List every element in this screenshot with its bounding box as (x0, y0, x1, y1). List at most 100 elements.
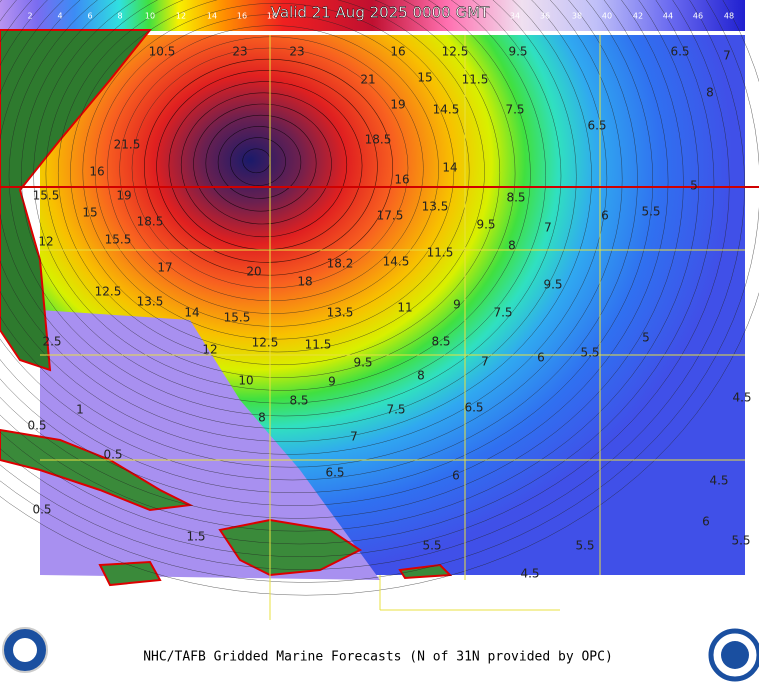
contour-label: 7 (481, 355, 489, 369)
contour-line (107, 25, 439, 314)
contour-line (0, 0, 608, 455)
contour-label: 1 (76, 403, 84, 417)
contour-line (33, 0, 531, 391)
contour-label: 23 (289, 45, 304, 59)
contour-line (0, 0, 653, 493)
contour-label: 7.5 (386, 403, 405, 417)
legend-tick-label: 44 (663, 12, 673, 21)
legend-tick-label: 34 (510, 12, 520, 21)
contours (0, 0, 759, 596)
contour-label: 7 (723, 49, 731, 63)
contour-label: 6.5 (587, 119, 606, 133)
legend-tick-label: 8 (117, 12, 122, 21)
contour-line (0, 0, 638, 481)
contour-label: 18.2 (327, 257, 354, 271)
contour-line (119, 36, 424, 302)
contour-label: 5 (690, 179, 698, 193)
legend-tick-label: 12 (176, 12, 186, 21)
contour-label: 6 (452, 469, 460, 483)
contour-label: 11.5 (305, 338, 332, 352)
legend-tick-label: 48 (724, 12, 734, 21)
contour-label: 19 (116, 189, 131, 203)
land-jamaica (98, 560, 162, 587)
contour-line (156, 70, 378, 263)
legend-tick-label: 10 (145, 12, 155, 21)
contour-label: 10.5 (149, 45, 176, 59)
contour-label: 9 (328, 375, 336, 389)
contour-label: 1.5 (186, 530, 205, 544)
legend-tick-label: 40 (602, 12, 612, 21)
contour-label: 13.5 (422, 200, 449, 214)
legend-tick-label: 46 (693, 12, 703, 21)
contour-label: 4.5 (709, 474, 728, 488)
contour-line (0, 0, 745, 570)
noaa-logo-inner (13, 638, 37, 662)
contour-label: 21.5 (114, 138, 141, 152)
contour-label: 14.5 (383, 255, 410, 269)
legend-tick-label: 38 (572, 12, 582, 21)
contour-label: 12.5 (95, 285, 122, 299)
legend-tick-label: 14 (207, 12, 217, 21)
contour-label: 21 (360, 73, 375, 87)
contour-label: 2.5 (42, 335, 61, 349)
contour-label: 13.5 (327, 306, 354, 320)
contour-label: 23 (232, 45, 247, 59)
contour-label: 15 (417, 71, 432, 85)
contour-line (0, 0, 759, 583)
contour-label: 10 (238, 374, 253, 388)
contour-label: 16 (394, 173, 409, 187)
contour-line (144, 58, 393, 276)
contour-line (70, 0, 485, 353)
contour-label: 14.5 (433, 103, 460, 117)
legend-tick-label: 42 (633, 12, 643, 21)
contour-label: 8 (508, 239, 516, 253)
contour-line (58, 0, 500, 365)
legend-tick-label: 36 (540, 12, 550, 21)
contour-line (0, 0, 623, 468)
contour-label: 14 (442, 161, 457, 175)
land-hispaniola (218, 518, 362, 577)
contour-label: 17.5 (377, 209, 404, 223)
contour-line (0, 0, 715, 545)
contour-line (21, 0, 546, 404)
contour-label: 4.5 (732, 391, 751, 405)
legend-tick-label: 2 (27, 12, 32, 21)
contour-line (0, 0, 669, 506)
contour-label: 7.5 (493, 306, 512, 320)
contour-label: 5.5 (575, 539, 594, 553)
contour-label: 4.5 (520, 567, 539, 581)
contour-label: 11 (397, 301, 412, 315)
contour-label: 8 (706, 86, 714, 100)
contour-label: 11.5 (427, 246, 454, 260)
contour-line (0, 0, 699, 532)
contour-label: 5 (642, 331, 650, 345)
contour-line (205, 114, 317, 212)
contour-label: 12 (202, 343, 217, 357)
land-puerto-rico (398, 563, 453, 580)
contour-line (0, 0, 684, 519)
contour-label: 7.5 (505, 103, 524, 117)
contour-label: 15.5 (224, 311, 251, 325)
contour-label: 16 (390, 45, 405, 59)
contour-label: 15.5 (33, 189, 60, 203)
contour-label: 5.5 (580, 346, 599, 360)
footer: NHC/TAFB Gridded Marine Forecasts (N of … (143, 650, 613, 665)
contour-label: 20 (246, 265, 261, 279)
contour-label: 9.5 (508, 45, 527, 59)
contour-label: 6 (702, 515, 710, 529)
contour-label: 12 (38, 235, 53, 249)
contour-label: 12.5 (252, 336, 279, 350)
legend-tick-label: 18 (267, 12, 277, 21)
grid (40, 35, 745, 620)
contour-label: 17 (157, 261, 172, 275)
contour-label: 7 (350, 430, 358, 444)
legend-tick-label: 6 (87, 12, 92, 21)
title: Valid 21 Aug 2025 0000 GMT (271, 4, 490, 22)
contour-label: 5.5 (641, 205, 660, 219)
contour-label: 13.5 (137, 295, 164, 309)
contour-line (8, 0, 562, 417)
contour-label: 9.5 (353, 356, 372, 370)
contour-label: 0.5 (103, 448, 122, 462)
